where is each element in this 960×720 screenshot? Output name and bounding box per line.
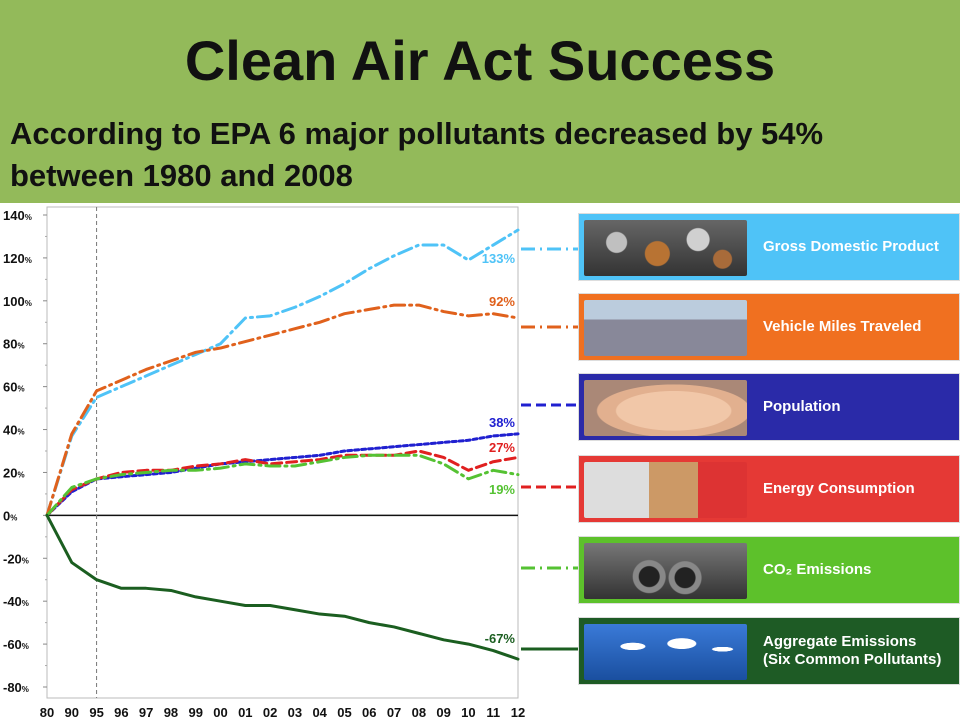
plug-image — [584, 462, 747, 518]
y-tick-label: -60% — [3, 637, 29, 652]
legend-label: Aggregate Emissions (Six Common Pollutan… — [763, 633, 942, 668]
x-tick-label: 96 — [114, 705, 128, 720]
series-line-aggregate — [45, 513, 520, 661]
x-tick-label: 00 — [213, 705, 227, 720]
x-tick-label: 09 — [436, 705, 450, 720]
x-tick-label: 95 — [89, 705, 103, 720]
y-tick-label: 40% — [3, 423, 25, 438]
legend-item: Gross Domestic Product — [578, 213, 960, 281]
series-line-gdp — [45, 228, 520, 517]
x-tick-label: 12 — [511, 705, 525, 720]
x-tick-label: 97 — [139, 705, 153, 720]
y-tick-label: 20% — [3, 465, 25, 480]
x-tick-label: 02 — [263, 705, 277, 720]
legend-label: CO₂ Emissions — [763, 561, 872, 578]
page-subtitle: According to EPA 6 major pollutants decr… — [10, 116, 824, 193]
legend-item: Population — [578, 373, 960, 441]
plot-frame — [46, 206, 519, 699]
y-tick-label: 140% — [3, 208, 32, 223]
x-tick-label: 01 — [238, 705, 252, 720]
end-label-population: 38% — [489, 415, 515, 430]
x-tick-label: 05 — [337, 705, 351, 720]
x-tick-label: 04 — [312, 705, 327, 720]
legend-label: Gross Domestic Product — [763, 238, 939, 255]
y-tick-label: 120% — [3, 251, 32, 266]
traffic-image — [584, 300, 747, 356]
end-label-vmt: 92% — [489, 294, 515, 309]
end-label-aggregate: -67% — [485, 631, 516, 646]
x-tick-label: 08 — [412, 705, 426, 720]
y-tick-label: 0% — [3, 508, 17, 523]
x-tick-label: 11 — [486, 705, 500, 720]
series-line-co2 — [45, 453, 520, 517]
series-line-energy — [45, 449, 520, 517]
exhaust-image — [584, 543, 747, 599]
y-tick-label: -20% — [3, 551, 29, 566]
x-tick-label: 10 — [461, 705, 475, 720]
series-line-vmt — [45, 303, 520, 517]
y-tick-label: -80% — [3, 680, 29, 695]
end-label-co2: 19% — [489, 482, 515, 497]
x-tick-label: 98 — [164, 705, 178, 720]
legend-label: Vehicle Miles Traveled — [763, 318, 922, 335]
series-line-population — [45, 432, 520, 517]
y-tick-label: -40% — [3, 594, 29, 609]
line-chart: 140% 120% 100% 80% 60% 40% 20% 0% -20% -40% -60% -8… — [3, 206, 578, 720]
y-tick-label: 60% — [3, 380, 25, 395]
legend-label: Population — [763, 398, 841, 415]
end-label-gdp: 133% — [482, 251, 516, 266]
coins-image — [584, 220, 747, 276]
legend-item: CO₂ Emissions — [578, 536, 960, 604]
x-tick-label: 03 — [288, 705, 302, 720]
header-banner: Clean Air Act Success According to EPA 6… — [0, 0, 960, 203]
y-tick-label: 100% — [3, 294, 32, 309]
x-tick-label: 07 — [387, 705, 401, 720]
legend-item: Aggregate Emissions (Six Common Pollutan… — [578, 617, 960, 685]
x-tick-label: 80 — [40, 705, 54, 720]
y-tick-label: 80% — [3, 337, 25, 352]
legend-item: Energy Consumption — [578, 455, 960, 523]
x-tick-label: 06 — [362, 705, 376, 720]
legend-label: Energy Consumption — [763, 480, 915, 497]
legend-item: Vehicle Miles Traveled — [578, 293, 960, 361]
page-title: Clean Air Act Success — [184, 29, 776, 92]
smokestack-image — [584, 624, 747, 680]
x-tick-label: 99 — [189, 705, 203, 720]
x-tick-label: 90 — [65, 705, 79, 720]
end-label-energy: 27% — [489, 440, 515, 455]
baby-image — [584, 380, 747, 436]
